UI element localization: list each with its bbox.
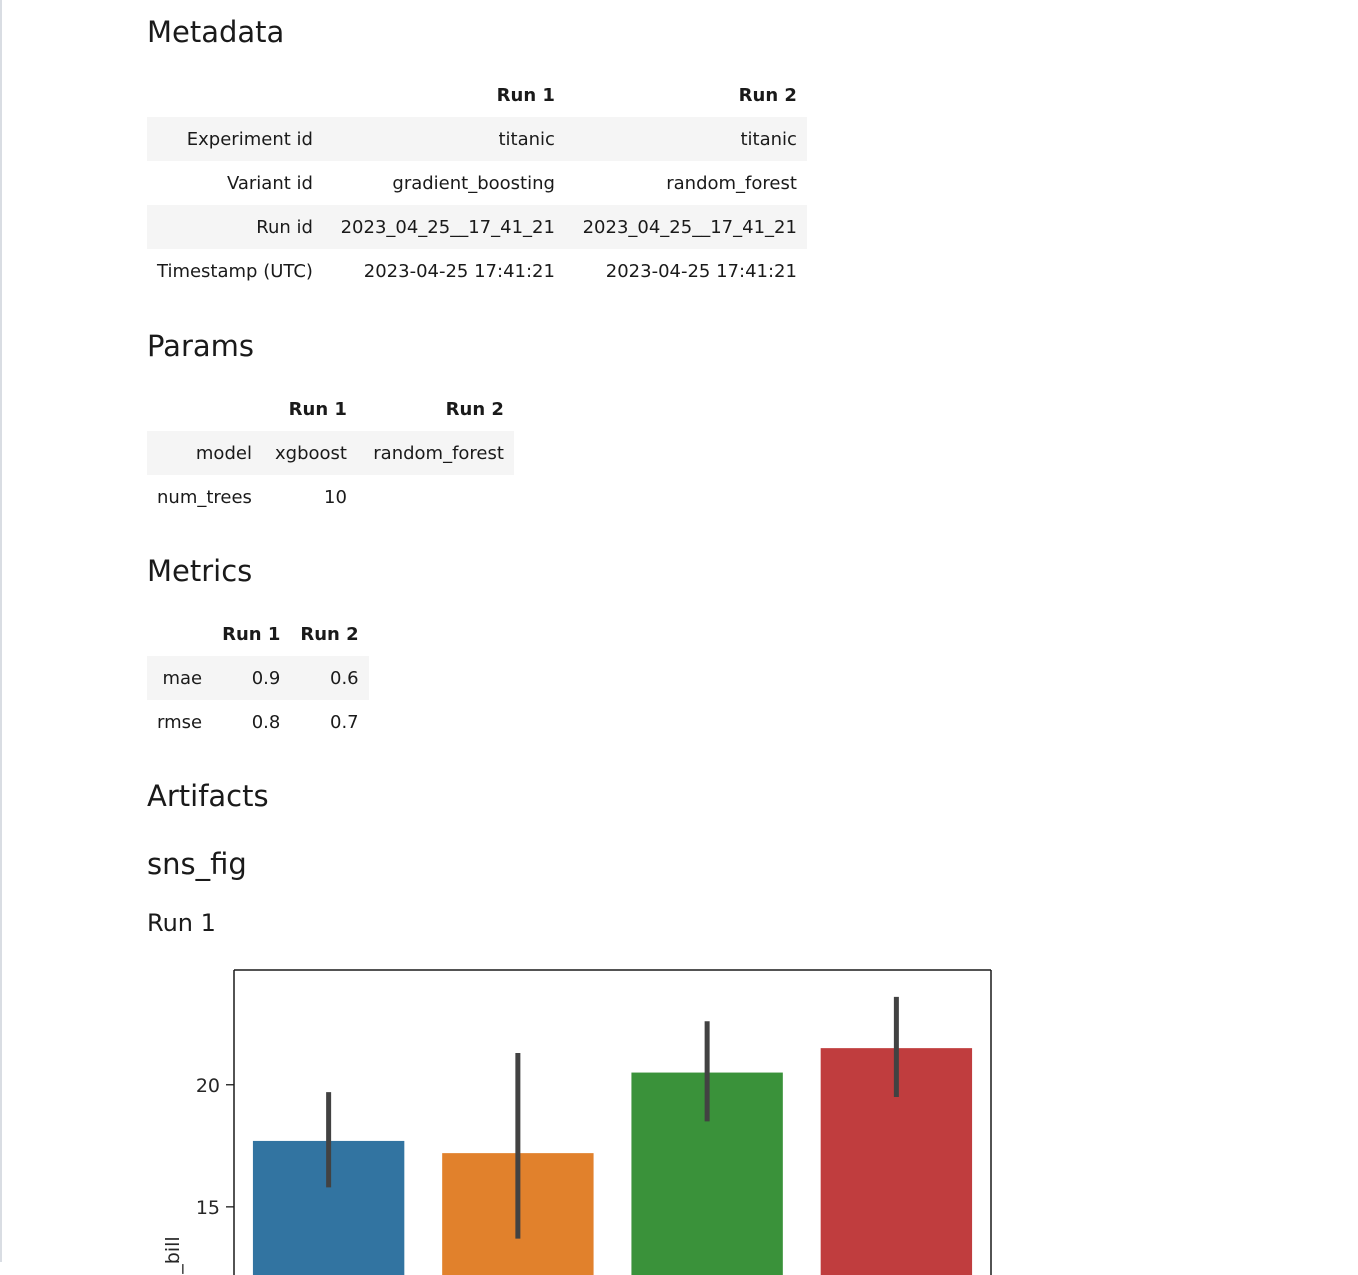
table-cell: xgboost [274,442,347,464]
table-row: Run id 2023_04_25__17_41_21 2023_04_25__… [147,205,807,249]
y-tick-label: 15 [196,1197,220,1219]
metadata-heading: Metadata [147,15,285,49]
left-border [0,0,2,1262]
row-label: Run id [256,216,313,238]
table-cell: 2023-04-25 17:41:21 [605,260,797,282]
table-row: num_trees 10 [147,475,514,519]
metrics-heading: Metrics [147,554,253,588]
column-header [147,612,212,656]
table-header-row: Run 1 Run 2 [147,73,807,117]
table-cell: 0.8 [251,711,281,733]
table-cell: 2023-04-25 17:41:21 [363,260,555,282]
row-label: Experiment id [186,128,313,150]
table-row: Variant id gradient_boosting random_fore… [147,161,807,205]
y-tick-label: 20 [196,1075,220,1097]
table-cell: gradient_boosting [392,172,555,194]
row-label: mae [162,667,203,689]
row-label: rmse [157,711,203,733]
y-axis-label: l_bill [162,1236,184,1275]
artifact-name-heading: sns_fig [147,847,247,881]
table-row: mae 0.9 0.6 [147,656,369,700]
table-row: model xgboost random_forest [147,431,514,475]
column-header [147,73,323,117]
table-header-row: Run 1 Run 2 [147,612,369,656]
row-label: Timestamp (UTC) [157,260,313,282]
table-cell: 10 [324,486,347,508]
row-label: num_trees [157,486,252,508]
column-header: Run 1 [496,84,555,106]
table-cell [357,475,514,519]
column-header [147,387,262,431]
table-row: rmse 0.8 0.7 [147,700,369,744]
column-header: Run 2 [445,398,504,420]
table-cell: 0.7 [330,711,359,733]
table-row: Experiment id titanic titanic [147,117,807,161]
table-cell: random_forest [666,172,797,194]
table-cell: 0.9 [251,667,281,689]
params-heading: Params [147,329,255,363]
table-cell: 2023_04_25__17_41_21 [340,216,555,238]
column-header: Run 2 [300,623,359,645]
bar-chart-figure: 15 20 l_bill [147,955,1017,1275]
column-header: Run 1 [288,398,347,420]
table-row: Timestamp (UTC) 2023-04-25 17:41:21 2023… [147,249,807,293]
column-header: Run 1 [222,623,281,645]
metadata-table: Run 1 Run 2 Experiment id titanic titani… [147,73,807,293]
table-cell: 2023_04_25__17_41_21 [582,216,797,238]
run-heading: Run 1 [147,909,216,937]
params-table: Run 1 Run 2 model xgboost random_forest … [147,387,514,519]
metrics-table: Run 1 Run 2 mae 0.9 0.6 rmse 0.8 0.7 [147,612,369,744]
table-cell: random_forest [373,442,504,464]
bar-chart: 15 20 l_bill [162,969,992,1275]
table-cell: titanic [498,128,555,150]
column-header: Run 2 [738,84,797,106]
table-header-row: Run 1 Run 2 [147,387,514,431]
row-label: model [195,442,252,464]
table-cell: titanic [740,128,797,150]
artifacts-heading: Artifacts [147,779,269,813]
row-label: Variant id [226,172,313,194]
table-cell: 0.6 [330,667,359,689]
